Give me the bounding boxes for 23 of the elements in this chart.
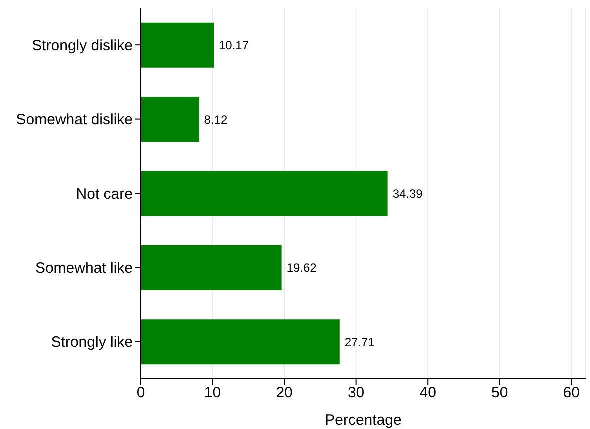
x-axis-title: Percentage [325,412,402,429]
x-tick-label: 60 [563,384,580,402]
y-tick-label: Somewhat dislike [16,112,133,129]
data-label: 19.62 [286,261,318,276]
data-label: 8.12 [204,112,228,127]
x-tick-label: 50 [492,384,508,402]
x-tick-label: 10 [204,384,222,402]
y-tick-label: Somewhat like [35,260,133,278]
x-tick-label: 0 [136,384,146,402]
bar [141,320,340,365]
x-tick-label: 20 [276,384,293,402]
data-label: 10.17 [218,38,250,53]
data-label: 34.39 [392,187,424,201]
bar [141,97,200,142]
x-tick-label: 40 [420,384,436,402]
y-tick-label: Not care [76,186,133,203]
bar [141,22,214,68]
x-tick-label: 30 [348,384,365,402]
data-label: 27.71 [344,335,376,350]
y-tick-label: Strongly dislike [32,37,133,54]
bar [141,245,282,290]
y-tick-label: Strongly like [51,334,133,352]
bar [141,171,388,216]
